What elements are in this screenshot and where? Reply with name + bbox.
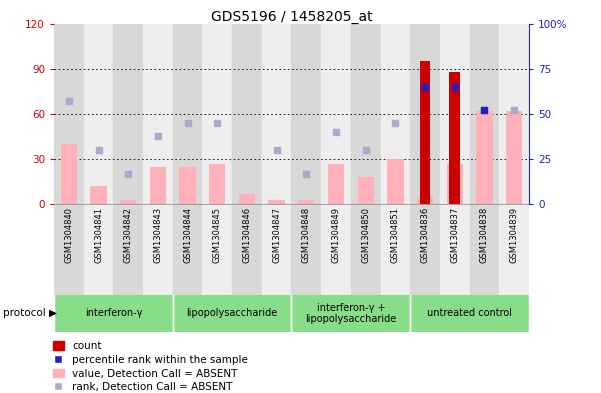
Text: lipopolysaccharide: lipopolysaccharide <box>186 309 278 318</box>
Bar <box>380 24 410 204</box>
Bar <box>380 204 410 295</box>
Bar <box>143 204 173 295</box>
Bar <box>173 204 203 295</box>
Point <box>391 120 400 126</box>
Bar <box>291 204 321 295</box>
Bar <box>173 24 203 204</box>
Bar <box>203 24 232 204</box>
Bar <box>120 200 136 204</box>
Bar <box>180 167 196 204</box>
Bar <box>506 111 522 204</box>
Bar <box>440 204 469 295</box>
Point <box>450 84 460 90</box>
Text: GSM1304851: GSM1304851 <box>391 207 400 263</box>
Point <box>361 147 370 153</box>
Bar <box>262 24 291 204</box>
Bar <box>143 24 173 204</box>
Bar <box>358 177 374 204</box>
Point <box>153 132 163 139</box>
Bar <box>447 163 463 204</box>
Point <box>64 98 74 105</box>
Bar <box>54 295 173 332</box>
Bar <box>328 163 344 204</box>
Bar <box>419 61 430 204</box>
Text: GSM1304841: GSM1304841 <box>94 207 103 263</box>
Bar <box>54 24 84 204</box>
Text: GSM1304848: GSM1304848 <box>302 207 311 263</box>
Bar <box>440 24 469 204</box>
Text: GSM1304840: GSM1304840 <box>64 207 73 263</box>
Text: GSM1304845: GSM1304845 <box>213 207 222 263</box>
Text: interferon-γ +
lipopolysaccharide: interferon-γ + lipopolysaccharide <box>305 303 397 324</box>
Text: interferon-γ: interferon-γ <box>85 309 142 318</box>
Text: GSM1304843: GSM1304843 <box>153 207 162 263</box>
Bar <box>321 204 351 295</box>
Bar <box>410 295 529 332</box>
Bar <box>90 186 107 204</box>
Point <box>213 120 222 126</box>
Point <box>480 107 489 114</box>
Point <box>302 171 311 177</box>
Bar <box>291 295 410 332</box>
Bar <box>54 204 84 295</box>
Bar <box>173 295 291 332</box>
Text: GSM1304846: GSM1304846 <box>242 207 251 263</box>
Bar <box>387 159 403 204</box>
Point <box>420 84 430 90</box>
Text: GDS5196 / 1458205_at: GDS5196 / 1458205_at <box>211 10 372 24</box>
Point <box>331 129 341 135</box>
Point <box>480 107 489 114</box>
Text: GSM1304847: GSM1304847 <box>272 207 281 263</box>
Text: GSM1304839: GSM1304839 <box>510 207 519 263</box>
Bar <box>321 24 351 204</box>
Bar <box>150 167 166 204</box>
Bar <box>450 72 460 204</box>
Bar <box>417 197 433 204</box>
Bar <box>499 24 529 204</box>
Bar <box>232 204 262 295</box>
Text: GSM1304850: GSM1304850 <box>361 207 370 263</box>
Bar <box>269 200 285 204</box>
Bar <box>239 194 255 204</box>
Point <box>509 107 519 114</box>
Bar <box>351 24 380 204</box>
Text: protocol ▶: protocol ▶ <box>3 309 57 318</box>
Bar <box>410 204 440 295</box>
Text: GSM1304844: GSM1304844 <box>183 207 192 263</box>
Bar <box>84 24 114 204</box>
Bar <box>476 111 493 204</box>
Bar <box>114 204 143 295</box>
Point <box>94 147 103 153</box>
Point <box>183 120 192 126</box>
Bar <box>209 163 225 204</box>
Bar <box>203 204 232 295</box>
Legend: count, percentile rank within the sample, value, Detection Call = ABSENT, rank, : count, percentile rank within the sample… <box>53 341 248 392</box>
Bar <box>262 204 291 295</box>
Bar <box>291 24 321 204</box>
Bar <box>298 200 314 204</box>
Text: GSM1304842: GSM1304842 <box>124 207 133 263</box>
Point <box>272 147 281 153</box>
Text: GSM1304838: GSM1304838 <box>480 207 489 263</box>
Bar <box>469 24 499 204</box>
Bar <box>351 204 380 295</box>
Text: GSM1304837: GSM1304837 <box>450 207 459 263</box>
Bar <box>61 144 77 204</box>
Bar <box>410 24 440 204</box>
Bar <box>232 24 262 204</box>
Bar <box>469 204 499 295</box>
Bar <box>84 204 114 295</box>
Bar <box>114 24 143 204</box>
Bar <box>499 204 529 295</box>
Text: GSM1304849: GSM1304849 <box>332 207 341 263</box>
Text: GSM1304836: GSM1304836 <box>421 207 430 263</box>
Point <box>123 171 133 177</box>
Text: untreated control: untreated control <box>427 309 512 318</box>
